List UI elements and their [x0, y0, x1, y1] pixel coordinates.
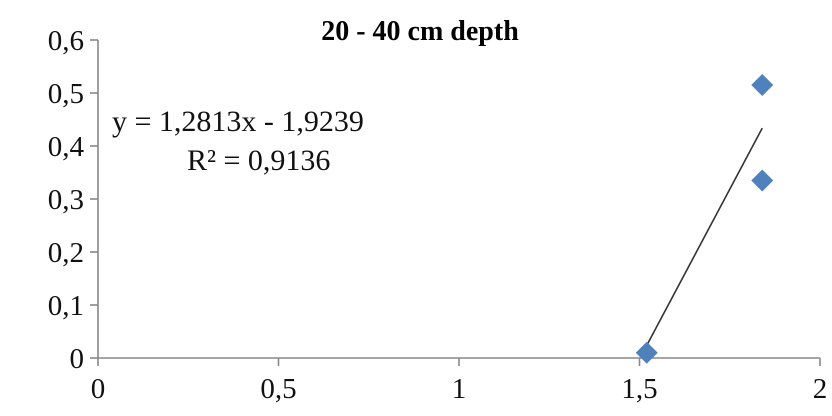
trendline	[646, 127, 763, 346]
data-point	[751, 74, 774, 97]
y-tick-label: 0	[70, 343, 85, 375]
chart-title: 20 - 40 cm depth	[321, 16, 519, 47]
r-squared-label: R² = 0,9136	[187, 144, 330, 177]
x-tick-label: 0	[91, 373, 106, 405]
y-tick-label: 0,5	[48, 78, 84, 110]
x-tick-label: 1,5	[621, 373, 657, 405]
x-tick-label: 2	[813, 373, 828, 405]
x-tick-label: 0,5	[260, 373, 296, 405]
trendline-group	[646, 127, 763, 346]
x-tick-label: 1	[452, 373, 467, 405]
trendline-equation: y = 1,2813x - 1,9239	[112, 105, 364, 138]
y-axis: 0 0,1 0,2 0,3 0,4 0,5 0,6	[48, 25, 99, 375]
x-axis: 0 0,5 1 1,5 2	[91, 357, 828, 405]
data-point	[635, 341, 658, 364]
y-tick-label: 0,2	[48, 237, 84, 269]
y-tick-label: 0,3	[48, 184, 84, 216]
data-point	[751, 169, 774, 192]
y-tick-label: 0,6	[48, 25, 84, 57]
y-tick-label: 0,4	[48, 131, 85, 163]
data-points	[635, 74, 774, 364]
y-tick-label: 0,1	[48, 290, 84, 322]
